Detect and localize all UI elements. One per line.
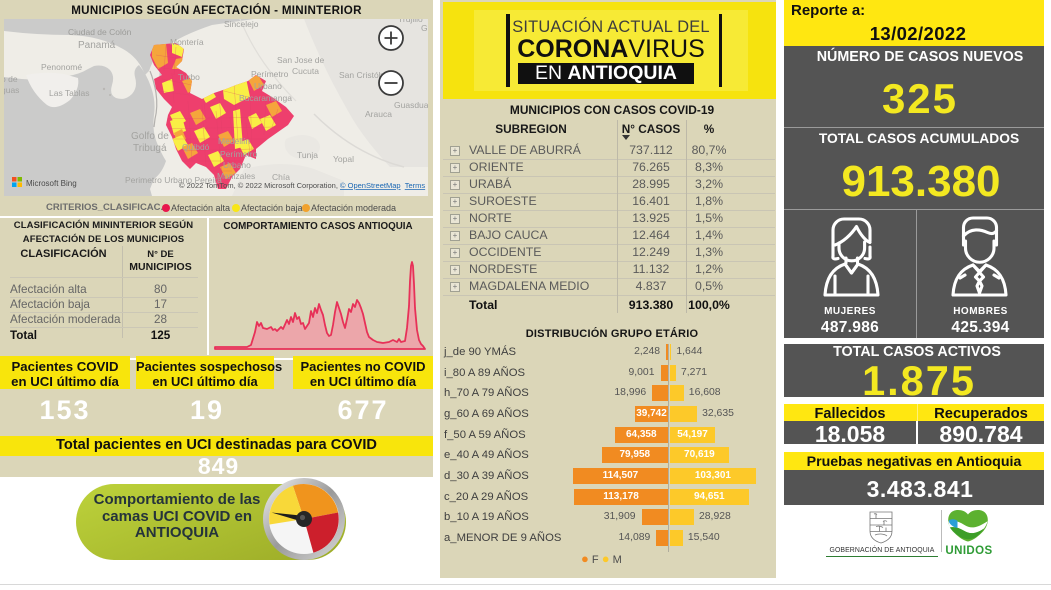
svg-text:Las Tablas: Las Tablas xyxy=(49,88,89,98)
svg-text:Medellín: Medellín xyxy=(218,136,250,146)
svg-text:Urbano: Urbano xyxy=(223,160,251,170)
svg-text:Bucaramanga: Bucaramanga xyxy=(239,93,292,103)
svg-text:Golfo de: Golfo de xyxy=(131,131,169,142)
svg-text:Urbano: Urbano xyxy=(254,81,282,91)
svg-text:Quibdó: Quibdó xyxy=(182,142,210,152)
svg-text:Manizales: Manizales xyxy=(217,171,255,181)
svg-text:Perímetro: Perímetro xyxy=(251,69,289,79)
svg-text:Perimetro Urbano Pereira: Perimetro Urbano Pereira xyxy=(125,175,222,185)
svg-text:Montería: Montería xyxy=(170,37,204,47)
svg-text:guas: guas xyxy=(4,85,19,95)
svg-text:Ciudad de Colón: Ciudad de Colón xyxy=(68,27,132,37)
svg-text:Turbo: Turbo xyxy=(178,72,200,82)
svg-text:San Cristóbal: San Cristóbal xyxy=(339,70,390,80)
svg-text:Yopal: Yopal xyxy=(333,154,354,164)
svg-text:Microsoft Bing: Microsoft Bing xyxy=(26,179,77,188)
svg-text:Perímetro: Perímetro xyxy=(220,149,258,159)
svg-text:Arauca: Arauca xyxy=(365,109,392,119)
svg-text:Sincelejo: Sincelejo xyxy=(224,19,259,29)
svg-text:© 2022 TomTom, © 2022 Microsof: © 2022 TomTom, © 2022 Microsoft Corporat… xyxy=(179,181,425,190)
svg-text:G: G xyxy=(421,23,428,33)
svg-text:Panamá: Panamá xyxy=(78,40,116,51)
svg-text:Cucuta: Cucuta xyxy=(292,66,319,76)
svg-text:Tunja: Tunja xyxy=(297,150,318,160)
svg-text:San Jose de: San Jose de xyxy=(277,55,325,65)
svg-text:Tribugá: Tribugá xyxy=(133,143,167,154)
svg-text:Penonomé: Penonomé xyxy=(41,62,82,72)
svg-text:Chía: Chía xyxy=(272,172,290,182)
svg-text:o de: o de xyxy=(4,74,18,84)
svg-text:Trujillo: Trujillo xyxy=(398,19,423,24)
svg-text:Guasdualito: Guasdualito xyxy=(394,100,428,110)
